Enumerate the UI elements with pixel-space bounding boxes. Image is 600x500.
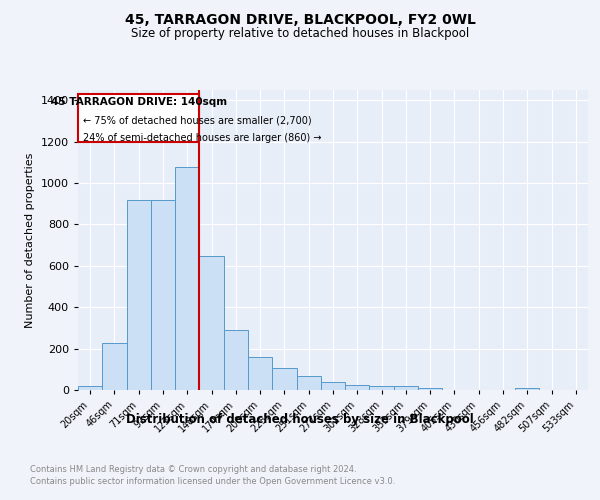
Bar xyxy=(321,382,345,390)
Bar xyxy=(515,388,539,390)
Bar xyxy=(175,166,199,390)
FancyBboxPatch shape xyxy=(78,94,199,142)
Text: ← 75% of detached houses are smaller (2,700): ← 75% of detached houses are smaller (2,… xyxy=(83,115,312,125)
Bar xyxy=(224,330,248,390)
Bar xyxy=(394,386,418,390)
Bar xyxy=(296,376,321,390)
Bar xyxy=(345,385,370,390)
Y-axis label: Number of detached properties: Number of detached properties xyxy=(25,152,35,328)
Text: Distribution of detached houses by size in Blackpool: Distribution of detached houses by size … xyxy=(126,412,474,426)
Text: Contains HM Land Registry data © Crown copyright and database right 2024.: Contains HM Land Registry data © Crown c… xyxy=(30,465,356,474)
Text: 45, TARRAGON DRIVE, BLACKPOOL, FY2 0WL: 45, TARRAGON DRIVE, BLACKPOOL, FY2 0WL xyxy=(125,12,475,26)
Text: 24% of semi-detached houses are larger (860) →: 24% of semi-detached houses are larger (… xyxy=(83,133,322,143)
Bar xyxy=(102,344,127,390)
Bar xyxy=(151,200,175,390)
Bar xyxy=(272,368,296,390)
Bar xyxy=(127,200,151,390)
Bar xyxy=(418,388,442,390)
Bar xyxy=(248,357,272,390)
Bar xyxy=(199,256,224,390)
Text: Contains public sector information licensed under the Open Government Licence v3: Contains public sector information licen… xyxy=(30,478,395,486)
Bar xyxy=(78,386,102,390)
Text: Size of property relative to detached houses in Blackpool: Size of property relative to detached ho… xyxy=(131,28,469,40)
Bar xyxy=(370,386,394,390)
Text: 45 TARRAGON DRIVE: 140sqm: 45 TARRAGON DRIVE: 140sqm xyxy=(50,97,227,107)
